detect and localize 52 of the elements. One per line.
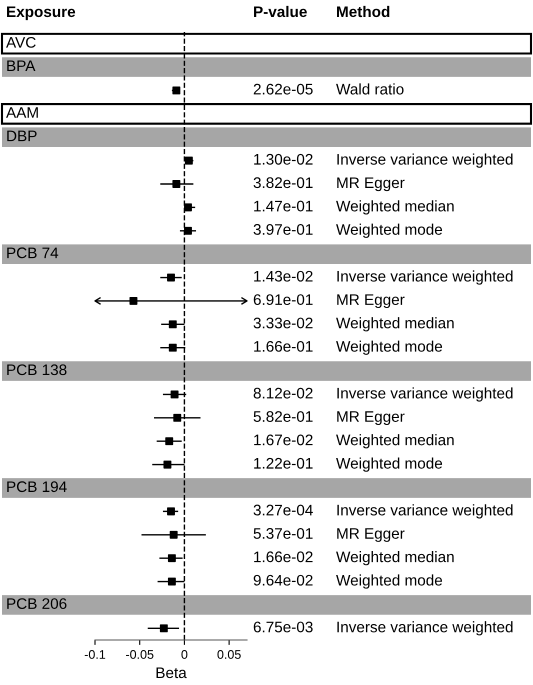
text: 1.43e-02 <box>254 270 313 282</box>
text: 3.97e-01 <box>254 224 313 235</box>
text: 1.66e-01 <box>254 340 313 352</box>
x-tick-label: 0 <box>181 650 188 659</box>
y-tick-label: DBP <box>7 130 37 142</box>
y-tick-label: AVC <box>6 36 36 48</box>
y2-tick-label: Weighted median <box>336 200 454 215</box>
y-tick-label: PCB 194 <box>7 481 67 492</box>
y2-tick-label: Weighted mode <box>336 457 442 472</box>
text: 1.22e-01 <box>254 458 313 469</box>
text: Exposure <box>7 6 76 20</box>
y-tick-label: AAM <box>6 107 38 118</box>
text: 1.66e-02 <box>254 551 313 562</box>
y2-tick-label: Inverse variance weighted <box>337 387 513 402</box>
text: Method <box>337 6 390 18</box>
y2-tick-label: Weighted median <box>336 434 454 448</box>
text: 9.64e-02 <box>254 574 313 586</box>
y2-tick-label: Inverse variance weighted <box>337 153 513 168</box>
y2-tick-label: Weighted median <box>336 317 454 332</box>
y-tick-label: PCB 74 <box>7 247 58 258</box>
text: 5.37e-01 <box>254 528 313 539</box>
y2-tick-label: Weighted mode <box>336 224 442 238</box>
x-tick-label: -0.05 <box>126 650 154 659</box>
y2-tick-label: Inverse variance weighted <box>337 504 513 519</box>
text: 1.30e-02 <box>254 154 313 165</box>
y2-tick-label: Weighted mode <box>336 340 442 355</box>
text: 3.27e-04 <box>254 504 313 516</box>
text: 2.62e-05 <box>254 84 313 95</box>
text: 3.33e-02 <box>254 318 313 328</box>
y2-tick-label: Inverse variance weighted <box>337 621 513 636</box>
x-tick-label: 0.05 <box>217 650 241 659</box>
text: 6.91e-01 <box>254 294 313 306</box>
y-tick-label: PCB 206 <box>7 598 66 610</box>
x-axis-title: Beta <box>156 667 187 678</box>
text: P-value <box>254 6 307 18</box>
y2-tick-label: Wald ratio <box>336 83 404 95</box>
y2-tick-label: Weighted median <box>336 551 454 566</box>
text: 5.82e-01 <box>254 411 313 422</box>
text: 1.47e-01 <box>254 200 313 212</box>
y-tick-label: PCB 138 <box>7 364 66 376</box>
y2-tick-label: Weighted mode <box>336 574 442 589</box>
y2-tick-label: MR Egger <box>337 411 405 425</box>
y2-tick-label: MR Egger <box>337 528 405 542</box>
text: 8.12e-02 <box>254 388 313 399</box>
text: 1.67e-02 <box>254 434 313 446</box>
y2-tick-label: Inverse variance weighted <box>337 270 513 285</box>
y-tick-label: BPA <box>7 60 36 72</box>
text: 3.82e-01 <box>254 177 313 188</box>
y2-tick-label: MR Egger <box>337 294 405 308</box>
text: 6.75e-03 <box>254 622 313 632</box>
x-tick-label: -0.1 <box>84 650 106 659</box>
y2-tick-label: MR Egger <box>337 177 405 192</box>
